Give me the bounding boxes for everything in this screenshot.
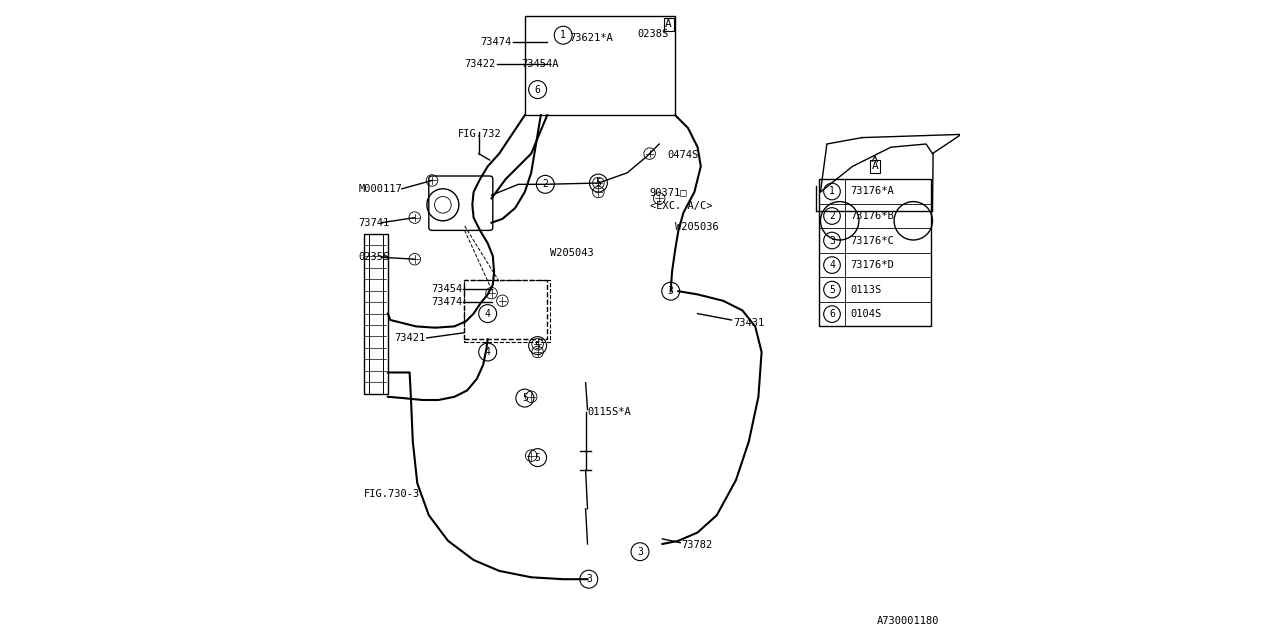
Text: 73782: 73782 xyxy=(681,540,713,550)
Text: A: A xyxy=(666,19,672,29)
Text: 73454: 73454 xyxy=(431,284,462,294)
Text: 2: 2 xyxy=(543,179,548,189)
Text: FIG.730-3: FIG.730-3 xyxy=(364,489,420,499)
Text: 5: 5 xyxy=(522,393,527,403)
Text: 73422: 73422 xyxy=(465,59,497,69)
Text: A: A xyxy=(872,161,878,172)
Text: 5: 5 xyxy=(535,340,540,351)
Text: 73454A: 73454A xyxy=(522,59,559,69)
Text: <EXC. A/C>: <EXC. A/C> xyxy=(650,201,712,211)
Text: 73176*A: 73176*A xyxy=(850,186,893,196)
Text: 0113S: 0113S xyxy=(850,285,881,294)
Text: 5: 5 xyxy=(595,178,602,188)
Text: 4: 4 xyxy=(829,260,835,270)
Text: 1: 1 xyxy=(829,186,835,196)
Text: 73176*B: 73176*B xyxy=(850,211,893,221)
Text: 4: 4 xyxy=(485,308,490,319)
Text: 5: 5 xyxy=(829,285,835,294)
Text: 0474S: 0474S xyxy=(667,150,698,160)
Text: 73421: 73421 xyxy=(394,333,425,343)
Text: 0104S: 0104S xyxy=(850,309,881,319)
Text: 73474: 73474 xyxy=(481,36,512,47)
Text: W205043: W205043 xyxy=(550,248,594,258)
Text: 73431: 73431 xyxy=(732,317,764,328)
Text: 5: 5 xyxy=(535,452,540,463)
Text: 0115S*A: 0115S*A xyxy=(588,407,631,417)
Text: 90371□: 90371□ xyxy=(650,187,687,197)
Text: 3: 3 xyxy=(829,236,835,246)
Text: 0235S: 0235S xyxy=(358,252,389,262)
Bar xyxy=(364,234,388,394)
Text: 73621*A: 73621*A xyxy=(570,33,613,44)
Bar xyxy=(465,280,550,342)
Text: 0238S: 0238S xyxy=(637,29,668,39)
Text: 2: 2 xyxy=(829,211,835,221)
Text: 73176*D: 73176*D xyxy=(850,260,893,270)
Text: 3: 3 xyxy=(668,286,673,296)
Text: 3: 3 xyxy=(637,547,643,557)
Text: 1: 1 xyxy=(561,30,566,40)
Text: 73741: 73741 xyxy=(358,218,389,228)
Bar xyxy=(465,280,548,339)
Text: 73474: 73474 xyxy=(431,297,462,307)
Bar xyxy=(525,16,676,115)
Text: A730001180: A730001180 xyxy=(877,616,940,626)
Text: 6: 6 xyxy=(829,309,835,319)
Text: 3: 3 xyxy=(586,574,591,584)
Text: 6: 6 xyxy=(535,84,540,95)
Bar xyxy=(819,179,932,326)
Text: W205036: W205036 xyxy=(676,222,719,232)
Text: M000117: M000117 xyxy=(358,184,402,194)
Text: 4: 4 xyxy=(485,347,490,357)
Text: FIG.732: FIG.732 xyxy=(458,129,502,140)
Text: 73176*C: 73176*C xyxy=(850,236,893,246)
